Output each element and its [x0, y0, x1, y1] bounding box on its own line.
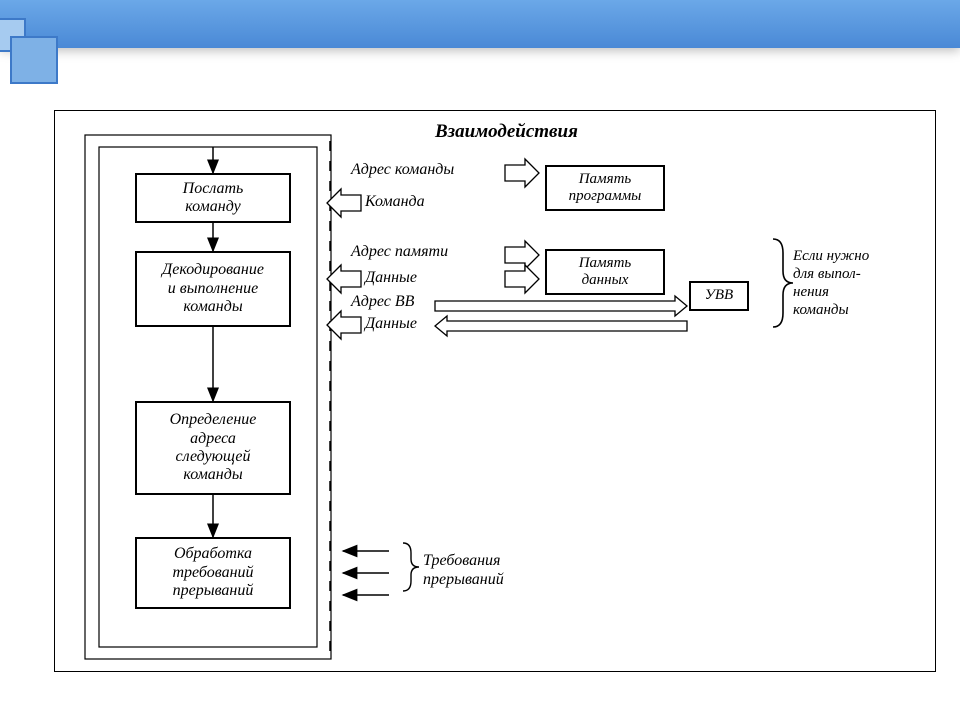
- flowchart-diagram: Взаимодействия Послатькоманду Декодирова…: [54, 110, 936, 672]
- long-buses: [435, 296, 687, 336]
- diagram-svg-layer: [55, 111, 935, 671]
- slide-topbar: [0, 0, 960, 48]
- hollow-arrows: [327, 159, 539, 339]
- irq-arrows: [343, 551, 389, 595]
